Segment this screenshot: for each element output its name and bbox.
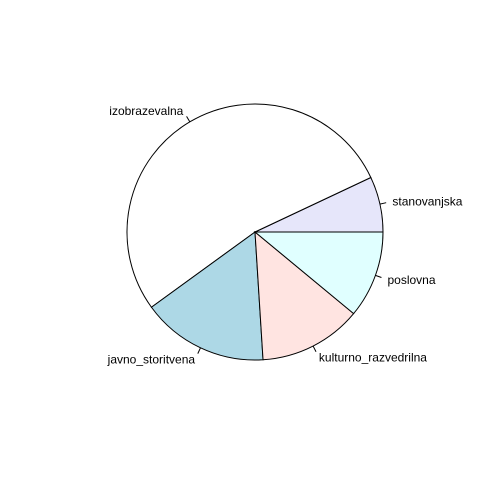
- pie-labels: stanovanjska izobrazevalna javno_storitven…: [107, 104, 463, 367]
- pie-label-poslovna: poslovna: [387, 273, 435, 287]
- pie-slice-izobrazevalna: [126, 103, 372, 308]
- pie-label-stanovanjska: stanovanjska: [392, 194, 462, 208]
- pie-tick-javno-storitvena: [197, 347, 201, 354]
- pie-slices: [126, 103, 384, 361]
- pie-tick-izobrazevalna: [186, 116, 191, 123]
- pie-tick-kulturno-razvedrilna: [312, 345, 317, 352]
- pie-slice-javno-storitvena: [150, 231, 264, 361]
- pie-label-izobrazevalna: izobrazevalna: [109, 104, 183, 118]
- pie-label-ticks: [186, 116, 387, 354]
- pie-tick-stanovanjska: [379, 202, 387, 205]
- pie-tick-poslovna: [375, 274, 382, 279]
- pie-label-javno-storitvena: javno_storitvena: [107, 353, 196, 367]
- pie-label-kulturno-razvedrilna: kulturno_razvedrilna: [319, 351, 427, 365]
